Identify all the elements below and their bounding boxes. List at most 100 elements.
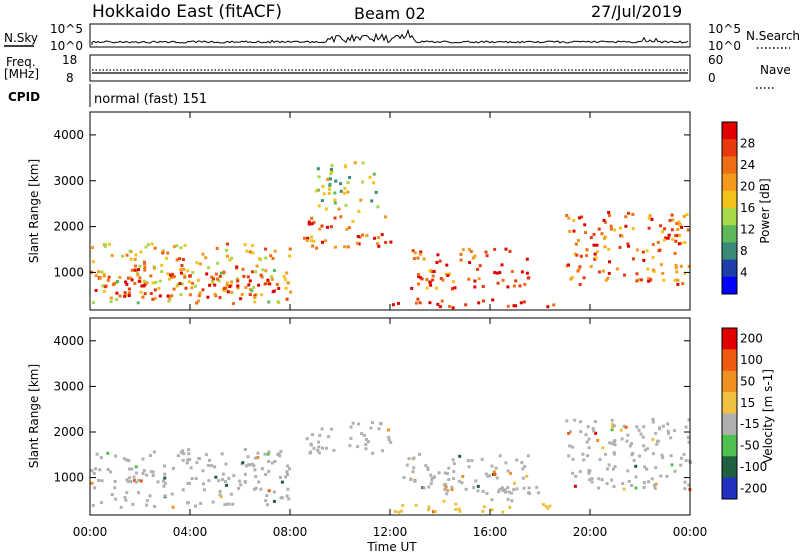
data-cell <box>220 452 224 456</box>
data-cell <box>178 257 182 261</box>
data-cell <box>98 468 102 472</box>
data-cell <box>667 233 671 237</box>
data-cell <box>457 507 461 511</box>
data-cell <box>125 282 129 286</box>
data-cell <box>114 454 118 458</box>
data-cell <box>430 478 434 482</box>
data-cell <box>593 252 597 256</box>
data-cell <box>316 448 320 452</box>
colorbar-segment <box>722 190 737 209</box>
data-cell <box>429 283 433 287</box>
data-cell <box>676 228 680 231</box>
data-cell <box>370 199 374 203</box>
data-cell <box>243 243 247 247</box>
y-tick-label: 3000 <box>53 379 84 393</box>
data-cell <box>153 296 157 300</box>
data-cell <box>632 458 636 462</box>
data-cell <box>222 289 226 293</box>
data-cell <box>212 277 215 281</box>
data-cell <box>95 452 99 456</box>
data-cell <box>685 213 689 217</box>
data-cell <box>510 499 514 503</box>
data-cell <box>477 277 481 281</box>
data-cell <box>150 242 154 246</box>
data-cell <box>254 456 257 460</box>
data-cell <box>670 213 674 217</box>
data-cell <box>288 254 292 258</box>
data-cell <box>275 283 279 286</box>
xaxis-label: Time UT <box>366 540 417 554</box>
data-cell <box>224 462 228 466</box>
data-cell <box>190 477 194 481</box>
data-cell <box>110 493 114 497</box>
data-cell <box>624 215 628 219</box>
data-cell <box>251 244 255 248</box>
data-cell <box>329 225 333 229</box>
data-cell <box>121 254 125 258</box>
data-cell <box>102 289 106 293</box>
data-cell <box>414 503 418 507</box>
data-cell <box>426 466 430 470</box>
data-cell <box>152 266 156 270</box>
data-cell <box>634 486 638 490</box>
data-cell <box>627 480 631 483</box>
data-cell <box>590 480 594 484</box>
data-cell <box>420 277 424 281</box>
data-cell <box>248 293 252 296</box>
data-cell <box>182 267 186 271</box>
power-axes: 1000 2000 3000 4000 <box>53 112 691 310</box>
data-cell <box>397 301 400 305</box>
data-cell <box>109 300 113 304</box>
data-cell <box>675 270 679 274</box>
nave-tick-bottom: 0 <box>708 71 716 85</box>
colorbar-tick-label: -50 <box>740 439 760 453</box>
data-cell <box>481 509 485 513</box>
data-cell <box>677 242 681 246</box>
data-cell <box>654 466 658 470</box>
data-cell <box>603 236 606 240</box>
data-cell <box>661 424 665 428</box>
data-cell <box>143 265 147 269</box>
colorbar-segment <box>722 139 737 157</box>
data-cell <box>252 464 256 468</box>
data-cell <box>179 271 183 275</box>
data-cell <box>282 275 286 279</box>
data-cell <box>179 450 183 454</box>
data-cell <box>578 265 582 269</box>
data-cell <box>330 167 333 171</box>
nsky-panel-frame <box>89 23 691 48</box>
data-cell <box>91 503 95 507</box>
data-cell <box>143 262 147 266</box>
data-cell <box>384 241 388 244</box>
data-cell <box>131 502 135 506</box>
data-cell <box>195 461 199 465</box>
data-cell <box>476 484 480 488</box>
time-tick-label: 04:00 <box>173 525 208 539</box>
data-cell <box>345 227 349 231</box>
data-cell <box>158 294 162 298</box>
data-cell <box>526 454 530 458</box>
data-cell <box>646 267 650 271</box>
data-cell <box>674 239 678 243</box>
data-cell <box>250 270 254 274</box>
data-cell <box>253 468 257 472</box>
data-cell <box>377 236 380 239</box>
data-cell <box>142 469 146 472</box>
data-cell <box>393 510 397 513</box>
data-cell <box>267 460 271 463</box>
data-cell <box>435 286 439 290</box>
data-cell <box>372 172 376 176</box>
data-cell <box>418 276 422 280</box>
data-cell <box>609 227 613 231</box>
data-cell <box>585 248 589 252</box>
data-cell <box>119 505 123 509</box>
data-cell <box>168 277 171 281</box>
data-cell <box>161 479 165 483</box>
data-cell <box>306 236 310 240</box>
data-cell <box>687 440 691 444</box>
data-cell <box>661 272 665 275</box>
data-cell <box>472 486 476 490</box>
data-cell <box>603 452 607 456</box>
data-cell <box>674 266 678 270</box>
data-cell <box>239 483 243 487</box>
